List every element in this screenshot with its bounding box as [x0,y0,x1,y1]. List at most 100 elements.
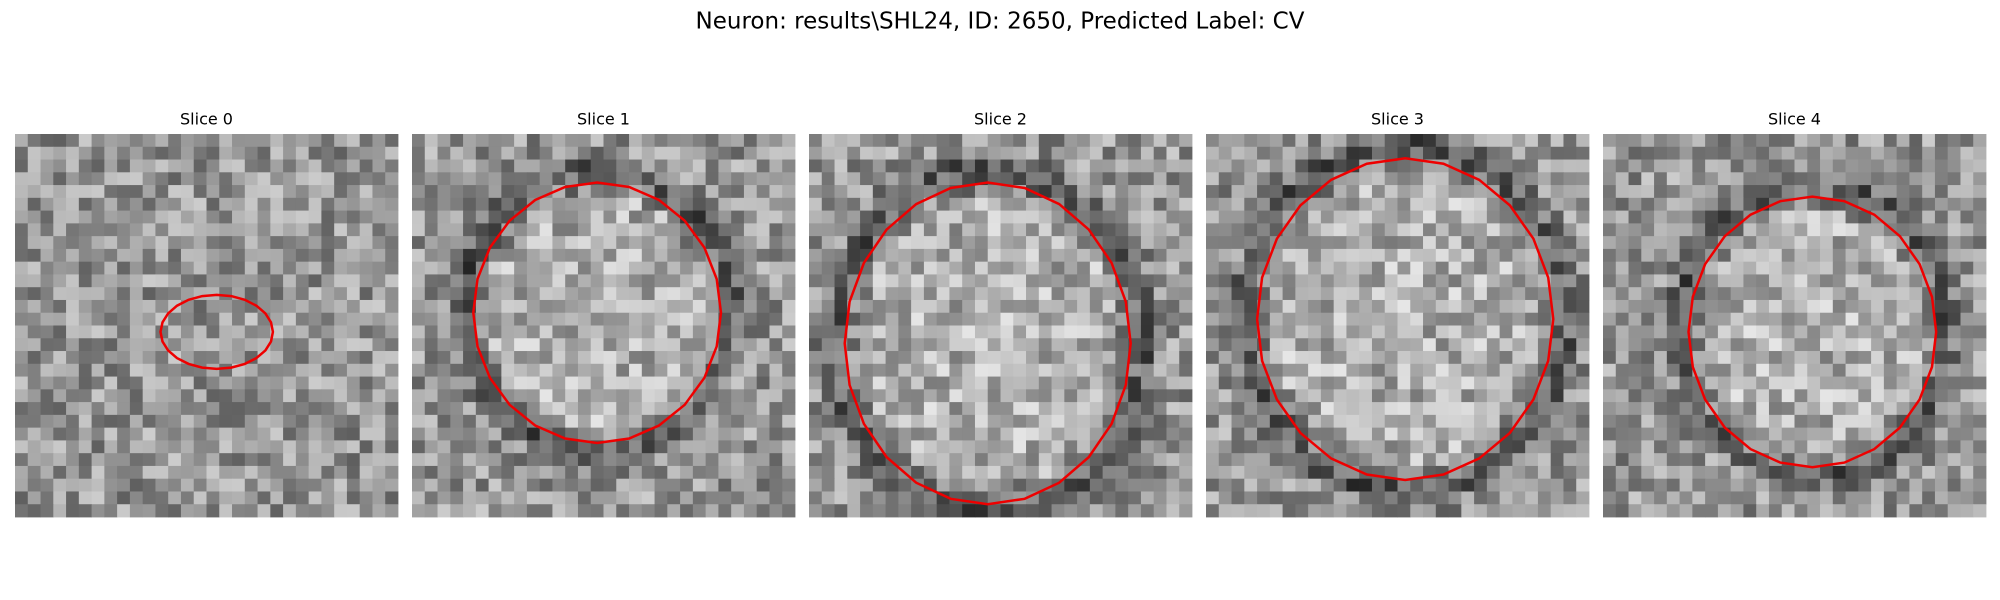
pixel [1320,338,1335,352]
pixel [680,325,694,339]
pixel [1896,376,1910,390]
pixel [1883,402,1898,416]
pixel [1320,465,1335,480]
pixel [1000,134,1014,148]
pixel [1486,236,1501,250]
pixel [142,223,156,237]
pixel [1038,159,1052,173]
pixel [168,376,182,390]
pixel [206,236,220,250]
pixel [1679,414,1693,429]
pixel [1115,427,1129,441]
pixel [244,261,258,275]
pixel [936,236,950,250]
pixel [987,504,1001,518]
pixel [821,363,835,377]
pixel [1641,402,1655,416]
pixel [1820,210,1834,224]
pixel [488,159,502,173]
pixel [359,376,373,390]
pixel [1603,287,1617,301]
pixel [53,312,67,326]
pixel [1550,325,1564,339]
pixel [667,440,681,454]
pixel [321,453,335,467]
pixel [346,223,361,237]
pixel [1435,299,1449,314]
pixel [1435,248,1449,263]
pixel [1295,376,1309,390]
pixel [1231,440,1245,454]
pixel [1397,478,1411,492]
pixel [1038,338,1052,352]
pixel [1973,478,1987,492]
pixel [1603,312,1617,326]
pixel [1000,159,1014,173]
pixel [1832,414,1846,429]
pixel [1883,453,1898,467]
pixel [1973,338,1987,352]
pixel [193,389,207,403]
pixel [1231,504,1245,518]
pixel [756,351,770,365]
pixel [437,185,451,199]
pixel [142,146,156,160]
pixel [334,274,348,288]
pixel [514,299,528,314]
pixel [641,325,655,339]
pixel [488,248,502,263]
pixel [437,376,451,390]
pixel [1102,376,1116,390]
pixel [308,427,322,441]
pixel [1257,440,1271,454]
pixel [1628,299,1642,314]
pixel [1448,504,1462,518]
pixel [1218,338,1232,352]
pixel [629,338,643,352]
pixel [1871,197,1885,211]
pixel [847,261,861,275]
pixel [1692,299,1706,314]
pixel [1730,236,1744,250]
pixel [308,338,322,352]
pixel [1128,299,1142,314]
pixel [1308,453,1322,467]
pixel [1973,172,1987,186]
pixel [1883,274,1898,288]
pixel [641,210,655,224]
pixel [334,376,348,390]
pixel [129,376,144,390]
pixel [756,159,770,173]
pixel [539,338,553,352]
pixel [437,134,451,148]
pixel [1295,159,1309,173]
pixel [15,197,29,211]
pixel [1026,440,1040,454]
pixel [1641,299,1655,314]
pixel [1244,338,1258,352]
pixel [78,274,92,288]
pixel [1026,389,1040,403]
pixel [66,491,80,505]
pixel [1064,146,1078,160]
pixel [1858,478,1872,492]
pixel [1320,427,1335,441]
pixel [1730,465,1744,480]
pixel [667,465,681,480]
pixel [974,274,989,288]
pixel [1153,287,1167,301]
pixel [552,325,566,339]
pixel [1563,159,1577,173]
pixel [346,376,361,390]
pixel [769,299,783,314]
pixel [142,504,156,518]
pixel [1269,325,1283,339]
pixel [412,134,426,148]
pixel [270,376,284,390]
pixel [385,414,399,429]
pixel [244,453,258,467]
pixel [616,491,630,505]
pixel [1384,453,1398,467]
pixel [911,389,925,403]
pixel [27,287,41,301]
